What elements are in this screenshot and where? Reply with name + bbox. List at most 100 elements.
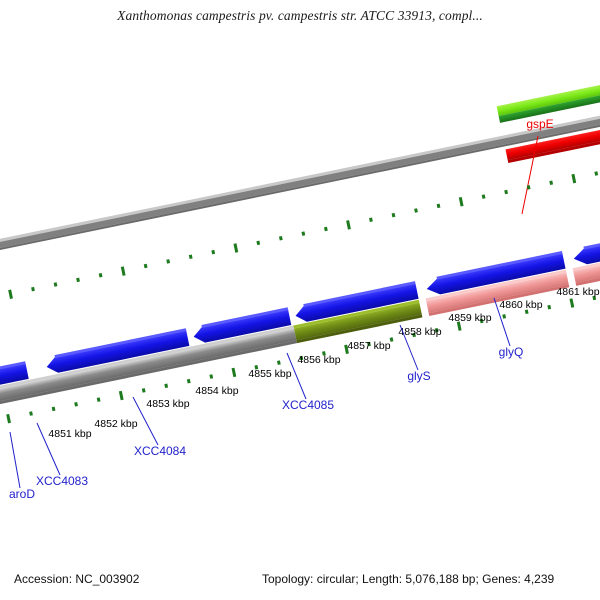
ruler-tick-major [346,220,351,230]
backbone-line-upper [0,117,600,253]
ruler-tick-major [120,266,126,276]
feature-bar-green-dark[interactable] [498,89,600,123]
page-title: Xanthomonas campestris pv. campestris st… [117,8,483,23]
ruler-ticks-lower [6,295,597,424]
ruler-tick-minor [143,263,148,269]
ruler-tick-minor [549,180,554,186]
ruler-tick-minor [29,411,33,416]
ruler-tick-minor [504,189,508,195]
feature-bar-green-light[interactable] [496,80,600,117]
topology-label: Topology: circular; Length: 5,076,188 bp… [262,572,555,586]
ruler-tick-minor [436,203,441,209]
feature-bar-pink-1[interactable] [426,272,569,314]
ruler-tick-minor [434,328,439,333]
gene-labels: aroD XCC4083 XCC4084 XCC4085 glyS glyQ [9,297,524,501]
ruler-label: 4860 kbp [499,299,542,311]
gene-label-aroD[interactable]: aroD [9,487,35,501]
gene-feature-XCC4084[interactable] [192,307,292,344]
backbone-highlight [0,114,600,247]
status-bar: Accession: NC_003902 Topology: circular;… [0,572,600,590]
ruler-label: 4856 kbp [297,354,340,366]
ruler-tick-major [569,298,575,308]
gene-feature-XCC4083[interactable] [45,328,190,375]
gene-label-glyQ[interactable]: glyQ [499,345,524,359]
feature-bar-red[interactable] [505,123,600,161]
gene-feature-aroD[interactable] [0,361,29,392]
ruler-label: 4852 kbp [94,418,137,430]
ruler-tick-minor [74,402,78,407]
ruler-tick-minor [164,383,169,389]
ruler-ticks-upper [8,171,599,299]
ruler-tick-minor [547,304,552,310]
ruler-tick-major [118,390,124,401]
ruler-label: 4858 kbp [398,326,441,338]
ruler-tick-minor [324,226,328,232]
XCC4085-leader-line [286,352,307,400]
feature-pink1-highlight [425,269,567,302]
gene-label-gspE[interactable]: gspE [526,117,553,131]
feature-olive-highlight [293,299,420,329]
ruler-tick-minor [481,194,486,199]
gene-backbone-highlight [0,325,295,394]
ruler-tick-minor [209,374,214,379]
ruler-tick-minor [594,171,599,176]
upper-backbone-track [0,114,600,254]
ruler-tick-minor [369,217,373,223]
feature-pink1-shadow [428,284,570,317]
ruler-label: 4853 kbp [146,398,189,410]
ruler-tick-minor [524,309,529,315]
accession-label: Accession: NC_003902 [14,572,140,586]
gene-feature-XCC4085[interactable] [294,281,419,324]
ruler-tick-minor [53,282,58,287]
gspE-leader-line [521,135,539,215]
ruler-tick-major [458,197,464,207]
ruler-label: 4861 kbp [556,286,599,298]
ruler-tick-minor [526,185,531,190]
glyS-leader-line [399,324,419,371]
gspE-feature-group[interactable]: gspE [496,80,600,215]
gene-label-glyS[interactable]: glyS [407,369,430,383]
ruler-tick-minor [51,406,56,412]
feature-bar-olive[interactable] [294,302,422,341]
gene-label-XCC4085[interactable]: XCC4085 [282,398,334,412]
gene-label-XCC4084[interactable]: XCC4084 [134,444,186,458]
gene-backbone-gray-shadow [0,340,298,408]
ruler-tick-minor [592,295,597,301]
ruler-tick-major [231,367,237,378]
ruler-label: 4859 kbp [448,312,491,324]
gene-feature-glyQ[interactable] [572,225,600,267]
gene-backbone-gray [0,328,297,405]
ruler-tick-major [456,321,462,331]
ruler-label: 4854 kbp [195,385,238,397]
ruler-label: 4851 kbp [48,428,91,440]
ruler-tick-major [571,173,577,184]
ruler-tick-minor [301,231,306,236]
ruler-tick-minor [256,240,261,246]
gene-label-XCC4083[interactable]: XCC4083 [36,474,88,488]
ruler-tick-minor [31,286,35,292]
ruler-tick-minor [389,337,394,342]
backbone-shadow [0,123,600,254]
ruler-tick-minor [166,259,171,264]
ruler-tick-minor [502,314,507,319]
XCC4083-leader-line [36,422,61,476]
ruler-tick-minor [254,365,259,370]
ruler-tick-minor [96,397,101,402]
ruler-tick-major [233,243,239,253]
glyQ-leader-line [493,297,511,347]
gene-feature-glyS[interactable] [425,251,566,297]
ruler-tick-minor [479,318,484,324]
ruler-tick-minor [278,236,283,241]
ruler-label: 4857 kbp [347,340,390,352]
ruler-tick-major [8,289,13,299]
ruler-tick-major [6,413,11,424]
ruler-tick-minor [367,341,371,347]
ruler-tick-labels: 4851 kbp 4852 kbp 4853 kbp 4854 kbp 4855… [48,286,599,440]
ruler-tick-minor [76,277,80,283]
ruler-tick-minor [276,360,281,365]
ruler-tick-minor [322,351,326,356]
aroD-leader-line [9,431,21,489]
feature-bar-red-shadow [507,133,600,164]
